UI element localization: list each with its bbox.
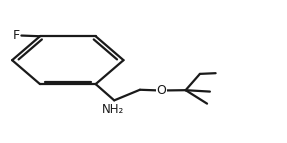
Text: NH₂: NH₂ (102, 103, 124, 116)
Text: O: O (156, 84, 166, 97)
Text: F: F (13, 29, 20, 42)
